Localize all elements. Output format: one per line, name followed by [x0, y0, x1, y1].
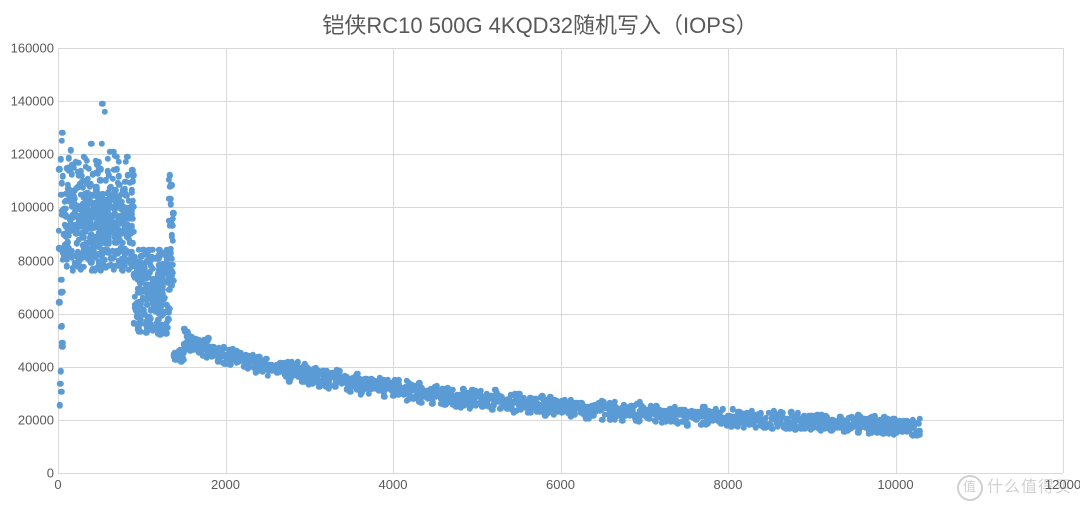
data-point — [168, 282, 174, 288]
chart-title: 铠侠RC10 500G 4KQD32随机写入（IOPS） — [0, 8, 1080, 40]
data-point — [69, 171, 75, 177]
data-point — [817, 427, 823, 433]
data-point — [60, 173, 66, 179]
data-point — [58, 368, 64, 374]
data-point — [568, 413, 574, 419]
data-point — [793, 425, 799, 431]
data-point — [551, 412, 557, 418]
data-point — [542, 412, 548, 418]
chart-container: 铠侠RC10 500G 4KQD32随机写入（IOPS） 值什么值得买 0200… — [0, 0, 1080, 507]
data-point — [158, 313, 164, 319]
gridline-vertical — [1063, 48, 1064, 473]
y-tick-label: 160000 — [11, 41, 54, 56]
gridline-horizontal — [58, 473, 1063, 474]
data-point — [99, 101, 105, 107]
x-tick-label: 0 — [54, 477, 61, 492]
data-point — [429, 401, 435, 407]
data-point — [168, 182, 174, 188]
data-point — [769, 425, 775, 431]
data-point — [88, 141, 94, 147]
x-tick-label: 2000 — [211, 477, 240, 492]
y-tick-label: 60000 — [18, 306, 54, 321]
data-point — [58, 156, 64, 162]
data-point — [203, 354, 209, 360]
data-point — [130, 178, 136, 184]
data-point — [104, 155, 110, 161]
x-tick-label: 10000 — [877, 477, 913, 492]
data-point — [57, 381, 63, 387]
data-point — [58, 324, 64, 330]
data-point — [102, 109, 108, 115]
data-point — [122, 159, 128, 165]
data-point — [129, 190, 135, 196]
data-point — [559, 409, 565, 415]
data-point — [97, 177, 103, 183]
data-point — [66, 155, 72, 161]
data-point — [170, 216, 176, 222]
data-point — [720, 406, 726, 412]
data-point — [636, 417, 642, 423]
plot-area — [58, 48, 1063, 473]
data-point — [97, 240, 103, 246]
data-point — [599, 416, 605, 422]
y-tick-label: 140000 — [11, 94, 54, 109]
y-tick-label: 100000 — [11, 200, 54, 215]
x-tick-label: 8000 — [714, 477, 743, 492]
data-point — [94, 171, 100, 177]
data-point — [56, 166, 62, 172]
data-point — [316, 384, 322, 390]
gridline-vertical — [393, 48, 394, 473]
data-point — [98, 140, 104, 146]
data-point — [116, 173, 122, 179]
data-point — [114, 166, 120, 172]
watermark-badge-icon: 值 — [957, 475, 983, 501]
y-tick-label: 80000 — [18, 253, 54, 268]
gridline-vertical — [896, 48, 897, 473]
data-point — [245, 366, 251, 372]
y-tick-label: 0 — [47, 466, 54, 481]
data-point — [143, 329, 149, 335]
data-point — [59, 129, 65, 135]
data-point — [56, 299, 62, 305]
data-point — [58, 277, 64, 283]
data-point — [68, 147, 74, 153]
data-point — [65, 239, 71, 245]
data-point — [309, 380, 315, 386]
data-point — [58, 389, 64, 395]
y-tick-label: 120000 — [11, 147, 54, 162]
data-point — [170, 210, 176, 216]
data-point — [265, 372, 271, 378]
data-point — [205, 335, 211, 341]
data-point — [168, 246, 174, 252]
data-point — [70, 268, 76, 274]
data-point — [72, 185, 78, 191]
x-tick-label: 12000 — [1045, 477, 1080, 492]
x-tick-label: 4000 — [379, 477, 408, 492]
data-point — [80, 264, 86, 270]
data-point — [916, 420, 922, 426]
data-point — [57, 402, 63, 408]
x-tick-label: 6000 — [546, 477, 575, 492]
data-point — [103, 177, 109, 183]
data-point — [125, 172, 131, 178]
data-point — [59, 137, 65, 143]
data-point — [418, 399, 424, 405]
data-point — [741, 425, 747, 431]
data-point — [73, 240, 79, 246]
y-tick-label: 20000 — [18, 412, 54, 427]
gridline-vertical — [226, 48, 227, 473]
data-point — [404, 397, 410, 403]
y-tick-label: 40000 — [18, 359, 54, 374]
